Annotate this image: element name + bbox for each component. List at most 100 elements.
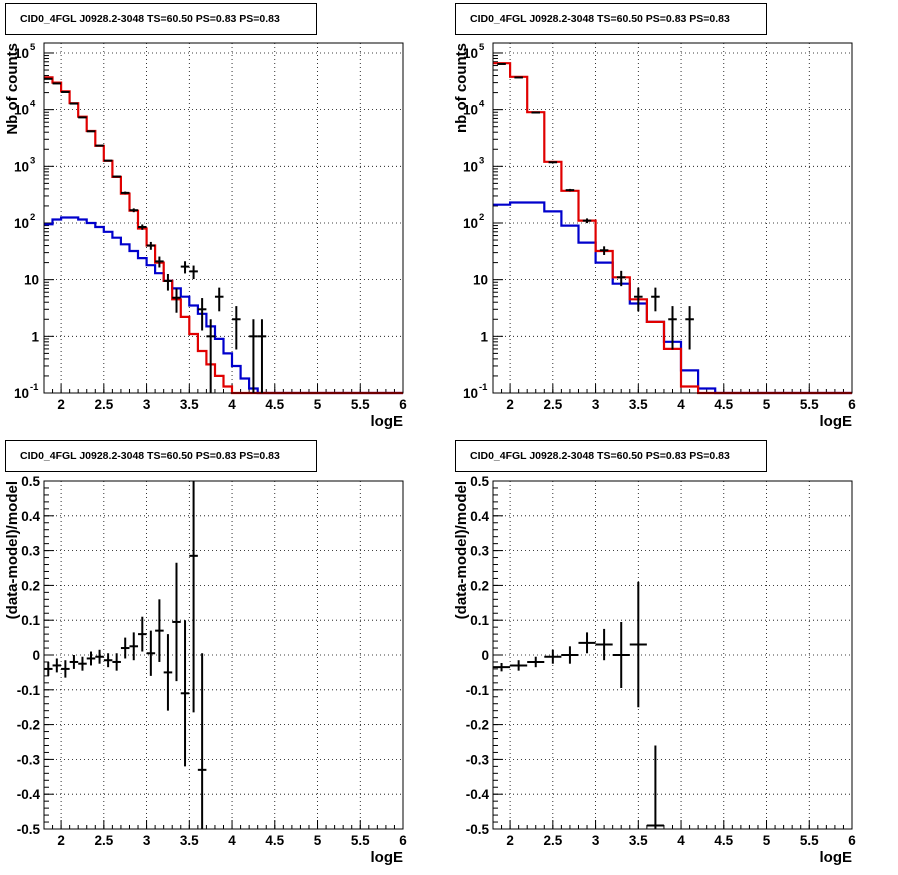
data-point <box>52 658 62 673</box>
data-point <box>44 661 53 676</box>
x-tick-label: 2.5 <box>94 833 113 848</box>
x-axis-label: logE <box>371 413 404 430</box>
data-point <box>103 159 113 162</box>
y-tick-label: -0.5 <box>17 822 41 837</box>
y-tick-label: 0.5 <box>21 474 40 489</box>
x-tick-label: 5 <box>314 833 322 848</box>
data-point <box>172 288 181 313</box>
y-tick-exponent: 3 <box>479 155 484 166</box>
chart-panel-2: 2 2.5 3 3.5 4 4.5 5 5.5 6 -0.5 -0.4 -0.3 -0.2 -0.1 0 0.… <box>4 474 407 866</box>
data-point <box>685 306 694 350</box>
data-point <box>112 175 121 178</box>
data-point <box>146 241 156 250</box>
x-tick-label: 4 <box>228 397 236 412</box>
model-step-line-0 <box>44 216 403 395</box>
data-point <box>163 634 173 711</box>
y-tick-exponent: 2 <box>479 212 484 223</box>
y-tick-label: 10 <box>14 159 29 174</box>
data-point <box>646 745 664 829</box>
data-point <box>129 632 139 661</box>
y-tick-exponent: 2 <box>30 212 35 223</box>
y-tick-label: 10 <box>14 46 29 61</box>
y-tick-label: -0.2 <box>17 718 40 733</box>
x-tick-label: 2.5 <box>543 397 562 412</box>
y-tick-label: 10 <box>473 273 488 288</box>
x-tick-label: 3.5 <box>629 397 648 412</box>
plot-frame <box>492 42 853 394</box>
data-point <box>172 562 181 682</box>
x-tick-label: 3.5 <box>180 833 199 848</box>
data-point <box>180 261 190 274</box>
y-tick-label: 0.4 <box>21 509 40 524</box>
y-tick-label: 0 <box>32 648 40 663</box>
data-point <box>578 632 596 654</box>
y-tick-label: 0.1 <box>21 613 40 628</box>
x-tick-label: 3.5 <box>180 397 199 412</box>
data-point <box>214 287 224 312</box>
x-tick-label: 4.5 <box>714 833 733 848</box>
y-tick-exponent: -1 <box>30 382 39 393</box>
panel-title-top-right: CID0_4FGL J0928.2-3048 TS=60.50 PS=0.83 … <box>455 3 767 35</box>
y-axis-label: (data-model)/model <box>4 481 21 619</box>
y-tick-label: 0.5 <box>470 474 489 489</box>
x-tick-label: 2.5 <box>543 833 562 848</box>
data-point <box>189 265 198 280</box>
data-point <box>95 649 104 664</box>
x-tick-label: 4 <box>677 397 685 412</box>
data-point <box>197 653 207 829</box>
y-tick-label: 10 <box>463 159 478 174</box>
data-point <box>138 616 147 652</box>
data-point <box>561 646 579 664</box>
y-tick-label: -0.5 <box>466 822 490 837</box>
data-point <box>180 620 190 767</box>
y-tick-label: 0.1 <box>470 613 489 628</box>
data-point <box>249 319 258 393</box>
data-point <box>155 256 164 268</box>
plot-frame <box>492 480 853 830</box>
x-tick-label: 2 <box>57 397 65 412</box>
x-tick-label: 4.5 <box>265 397 284 412</box>
x-tick-label: 6 <box>848 397 856 412</box>
y-tick-label: 0.3 <box>470 544 489 559</box>
x-tick-label: 3 <box>592 397 600 412</box>
data-point <box>531 111 541 114</box>
x-axis-label: logE <box>820 849 853 866</box>
x-tick-label: 5.5 <box>351 397 370 412</box>
data-point <box>599 246 609 255</box>
model-step-line-0 <box>493 201 852 395</box>
x-tick-label: 6 <box>848 833 856 848</box>
data-point <box>565 188 575 192</box>
data-point <box>493 663 511 672</box>
data-point <box>189 481 198 713</box>
y-tick-label: 0.3 <box>21 544 40 559</box>
y-tick-exponent: 4 <box>30 99 36 110</box>
x-tick-label: 5 <box>763 397 771 412</box>
y-tick-label: 10 <box>463 103 478 118</box>
data-point <box>616 270 626 287</box>
x-tick-label: 2 <box>506 833 514 848</box>
data-point <box>95 144 104 147</box>
y-tick-label: 0.2 <box>470 578 489 593</box>
data-point <box>612 621 630 689</box>
y-tick-label: -0.1 <box>466 683 490 698</box>
data-point <box>232 306 241 350</box>
x-tick-label: 6 <box>399 833 407 848</box>
data-point <box>197 298 207 331</box>
y-axis-label: nb of counts <box>453 43 470 133</box>
data-point <box>206 319 215 393</box>
y-tick-label: -0.2 <box>466 718 489 733</box>
data-point <box>651 287 660 312</box>
data-point <box>120 637 130 659</box>
y-tick-label: 1 <box>31 329 39 344</box>
data-point <box>634 287 643 312</box>
data-point <box>120 191 130 195</box>
y-tick-label: 10 <box>14 103 29 118</box>
data-point <box>146 630 156 676</box>
x-tick-label: 2.5 <box>94 397 113 412</box>
x-tick-label: 3.5 <box>629 833 648 848</box>
data-point <box>69 655 79 669</box>
data-point <box>86 651 96 666</box>
y-tick-label: 10 <box>24 273 39 288</box>
data-point <box>257 319 267 393</box>
y-tick-exponent: -1 <box>479 382 488 393</box>
